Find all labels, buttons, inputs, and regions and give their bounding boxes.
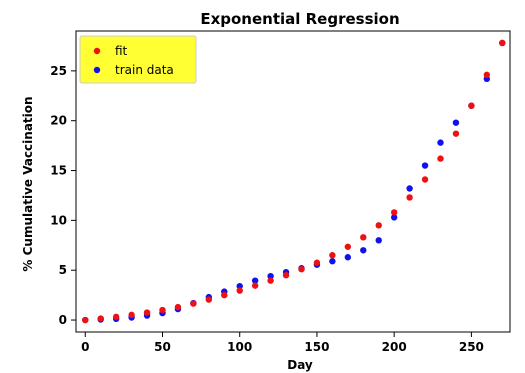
data-point (329, 258, 336, 265)
data-point (190, 300, 197, 307)
legend-marker (93, 66, 101, 74)
data-point (360, 247, 367, 254)
data-point (251, 277, 259, 284)
data-point (298, 266, 305, 273)
y-tick-label: 10 (50, 213, 67, 227)
y-tick-label: 15 (50, 164, 67, 178)
data-point (452, 119, 460, 126)
axes-frame (75, 30, 511, 333)
legend-box (79, 35, 197, 84)
data-point (421, 176, 429, 183)
data-point (468, 102, 475, 109)
x-tick-label: 250 (459, 340, 484, 354)
y-tick-label: 25 (50, 64, 67, 78)
data-point (406, 194, 413, 201)
data-point (375, 222, 382, 229)
x-tick-label: 50 (154, 340, 171, 354)
legend: fit train data (79, 35, 197, 84)
x-tick-label: 100 (227, 340, 252, 354)
data-point (390, 209, 398, 216)
series-fit (82, 39, 506, 324)
x-tick-label: 0 (81, 340, 89, 354)
data-point (483, 71, 491, 79)
x-tick-label: 200 (382, 340, 407, 354)
data-point (344, 243, 352, 250)
data-point (360, 234, 367, 241)
x-axis-label: Day (287, 358, 313, 372)
data-point (344, 254, 352, 261)
data-point (390, 214, 398, 221)
data-point (205, 296, 213, 303)
data-point (313, 259, 321, 266)
data-point (499, 39, 506, 47)
data-point (406, 185, 413, 192)
legend-marker (93, 47, 101, 55)
y-tick-label: 20 (50, 114, 67, 128)
data-point (329, 252, 336, 259)
y-tick-label: 0 (59, 313, 67, 327)
data-point (375, 237, 382, 244)
data-point (143, 309, 151, 316)
data-point (437, 155, 444, 162)
chart-title: Exponential Regression (200, 10, 399, 28)
data-point (267, 272, 274, 280)
data-point (159, 306, 166, 314)
y-tick-label: 5 (59, 263, 67, 277)
data-point (236, 282, 243, 290)
data-point (82, 316, 89, 324)
data-point (282, 271, 290, 279)
data-point (251, 282, 259, 289)
data-point (421, 162, 429, 169)
data-point (128, 311, 135, 319)
data-point (437, 139, 444, 146)
data-point (97, 315, 104, 322)
data-point (236, 287, 243, 294)
data-point (221, 291, 228, 299)
plot-area (82, 39, 506, 324)
x-tick-label: 150 (304, 340, 329, 354)
data-point (112, 313, 120, 321)
legend-label: fit (115, 44, 128, 58)
data-point (174, 303, 182, 311)
y-axis-label: % Cumulative Vaccination (21, 96, 35, 271)
data-point (452, 130, 460, 137)
legend-label: train data (115, 63, 174, 77)
data-point (267, 277, 274, 284)
